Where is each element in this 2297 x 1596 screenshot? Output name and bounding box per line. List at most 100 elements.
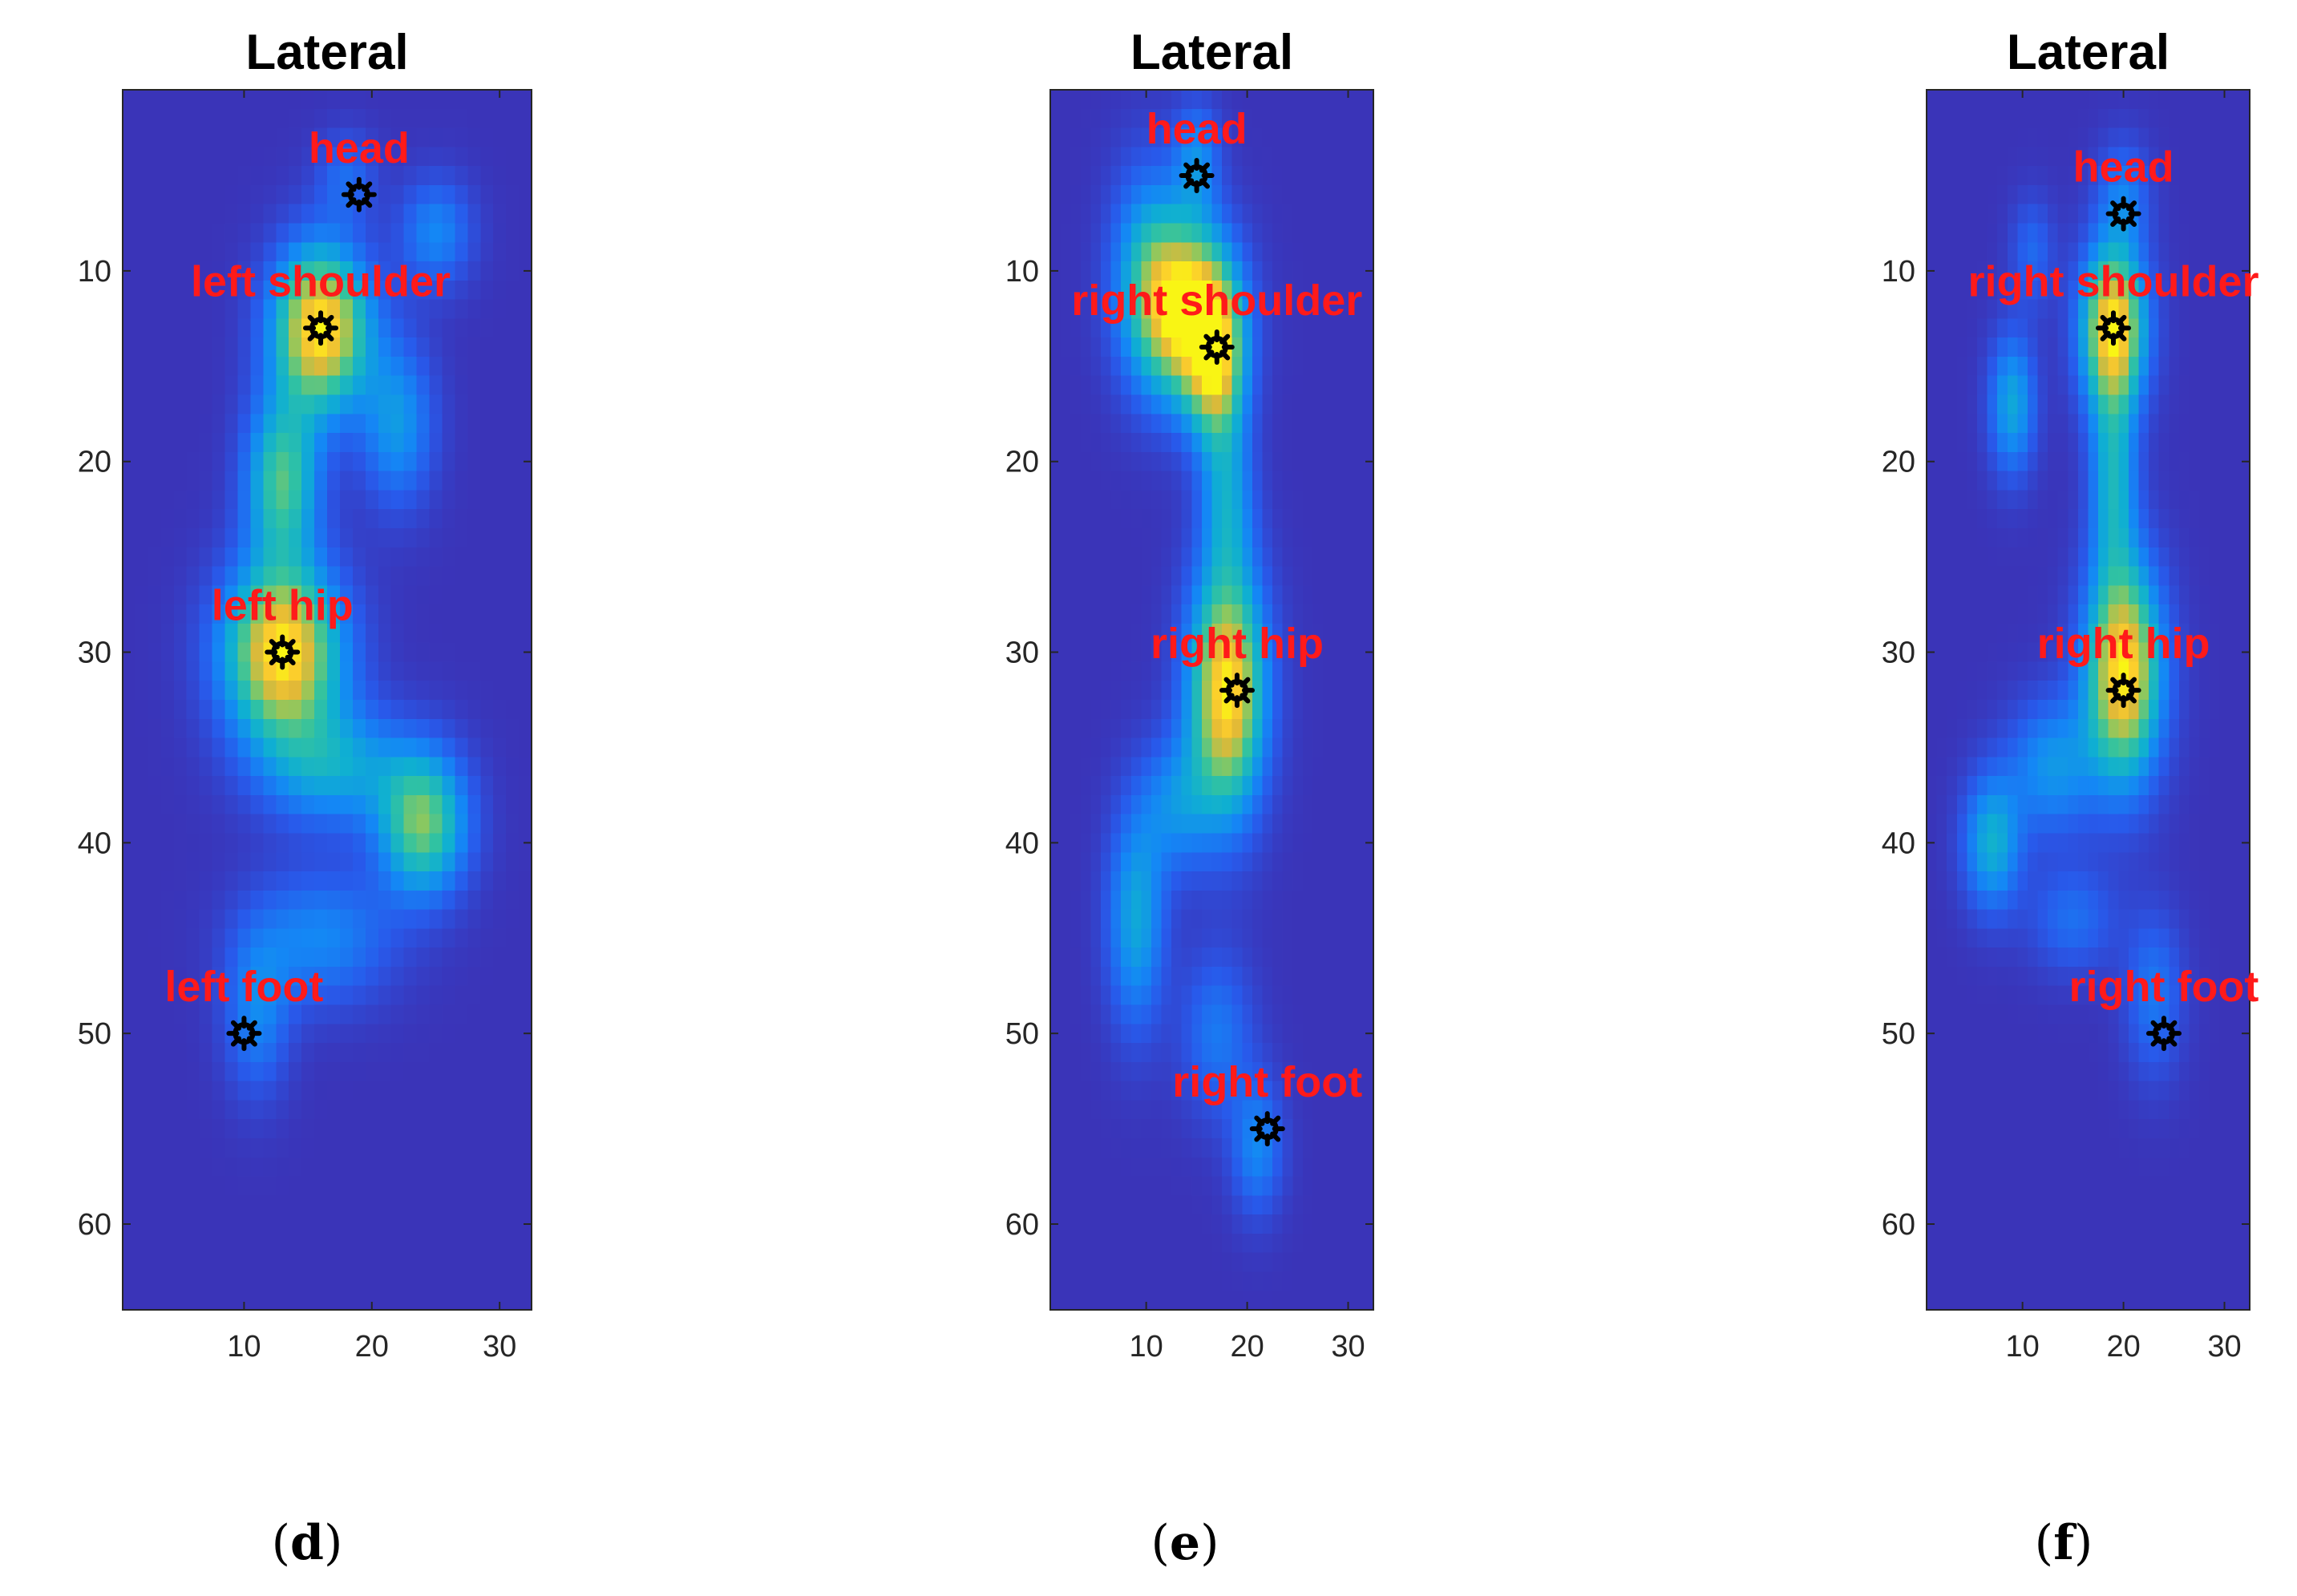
heatmap-cell [212, 700, 226, 720]
heatmap-cell [1292, 1195, 1304, 1215]
heatmap-cell [123, 718, 136, 739]
heatmap-cell [327, 337, 341, 358]
heatmap-cell [289, 433, 302, 453]
heatmap-cell [1121, 1271, 1132, 1291]
heatmap-cell [339, 909, 354, 929]
heatmap-cell [416, 375, 431, 396]
heatmap-cell [2138, 490, 2149, 510]
heatmap-cell [1231, 356, 1243, 377]
heatmap-cell [1272, 414, 1284, 434]
heatmap-cell [365, 890, 379, 911]
heatmap-cell [1252, 394, 1264, 414]
heatmap-cell [199, 909, 213, 929]
heatmap-cell [339, 280, 354, 301]
heatmap-cell [2068, 433, 2079, 453]
heatmap-cell [1090, 184, 1102, 205]
heatmap-cell [1191, 1271, 1203, 1291]
heatmap-cell [1211, 204, 1223, 224]
heatmap-cell [173, 1233, 188, 1254]
heatmap-cell [289, 776, 302, 796]
heatmap-cell [250, 1214, 264, 1234]
heatmap-cell [1130, 985, 1142, 1006]
heatmap-cell [1323, 318, 1334, 338]
heatmap-cell [1292, 451, 1304, 472]
heatmap-cell [2077, 490, 2089, 510]
heatmap-cell [1191, 1176, 1203, 1196]
heatmap-cell [1222, 547, 1233, 568]
heatmap-cell [480, 566, 494, 586]
heatmap-cell [1343, 1214, 1354, 1234]
heatmap-cell [1050, 871, 1062, 891]
heatmap-cell [1312, 147, 1324, 167]
heatmap-cell [1141, 375, 1152, 396]
heatmap-cell [1090, 1271, 1102, 1291]
heatmap-cell [1333, 642, 1344, 663]
heatmap-cell [1211, 985, 1223, 1006]
heatmap-cell [301, 1004, 315, 1024]
heatmap-cell [1272, 547, 1284, 568]
heatmap-cell [123, 1291, 136, 1311]
heatmap-cell [289, 1271, 302, 1291]
heatmap-cell [1242, 394, 1253, 414]
heatmap-cell [1282, 1043, 1293, 1063]
heatmap-cell [390, 757, 405, 777]
heatmap-cell [301, 871, 315, 891]
heatmap-cell [327, 833, 341, 853]
heatmap-cell [1141, 718, 1152, 739]
heatmap-cell [1181, 1271, 1192, 1291]
heatmap-cell [199, 223, 213, 243]
heatmap-cell [123, 947, 136, 968]
heatmap-cell [416, 1176, 431, 1196]
heatmap-cell [1353, 147, 1364, 167]
heatmap-cell [1141, 928, 1152, 948]
heatmap-cell [1060, 642, 1071, 663]
heatmap-cell [1211, 223, 1223, 243]
heatmap-cell [1936, 337, 1947, 358]
heatmap-cell [1151, 947, 1163, 968]
heatmap-cell [416, 204, 431, 224]
heatmap-cell [160, 909, 175, 929]
heatmap-cell [314, 1271, 328, 1291]
heatmap-cell [250, 623, 264, 644]
heatmap-cell [276, 490, 289, 510]
heatmap-cell [1121, 204, 1132, 224]
heatmap-cell [1343, 1271, 1354, 1291]
heatmap-cell [1343, 414, 1354, 434]
heatmap-cell [1976, 414, 1988, 434]
heatmap-cell [173, 928, 188, 948]
heatmap-cell [506, 776, 520, 796]
heatmap-cell [1323, 833, 1334, 853]
heatmap-cell [148, 184, 162, 205]
heatmap-cell [390, 433, 405, 453]
heatmap-cell [212, 909, 226, 929]
heatmap-cell [493, 1024, 507, 1044]
heatmap-cell [1070, 490, 1082, 510]
heatmap-cell [1110, 356, 1122, 377]
heatmap-cell [1956, 223, 1967, 243]
heatmap-cell [2128, 318, 2140, 338]
heatmap-cell [1222, 642, 1233, 663]
heatmap-cell [1323, 527, 1334, 548]
heatmap-cell [1231, 928, 1243, 948]
heatmap-cell [1181, 700, 1192, 720]
heatmap-cell [1181, 1291, 1192, 1311]
heatmap-cell [1272, 509, 1284, 529]
heatmap-cell [314, 852, 328, 872]
heatmap-cell [1080, 661, 1091, 681]
heatmap-cell [1121, 280, 1132, 301]
heatmap-cell [148, 737, 162, 758]
heatmap-cell [416, 757, 431, 777]
heatmap-cell [2209, 127, 2220, 147]
heatmap-cell [1363, 356, 1374, 377]
heatmap-cell [390, 794, 405, 815]
heatmap-cell [2199, 356, 2210, 377]
heatmap-cell [1201, 280, 1213, 301]
heatmap-cell [148, 509, 162, 529]
heatmap-cell [327, 223, 341, 243]
heatmap-cell [1231, 90, 1243, 110]
heatmap-cell [1956, 490, 1967, 510]
heatmap-cell [135, 1043, 149, 1063]
heatmap-cell [1161, 1043, 1172, 1063]
heatmap-cell [2068, 90, 2079, 110]
heatmap-cell [1231, 985, 1243, 1006]
